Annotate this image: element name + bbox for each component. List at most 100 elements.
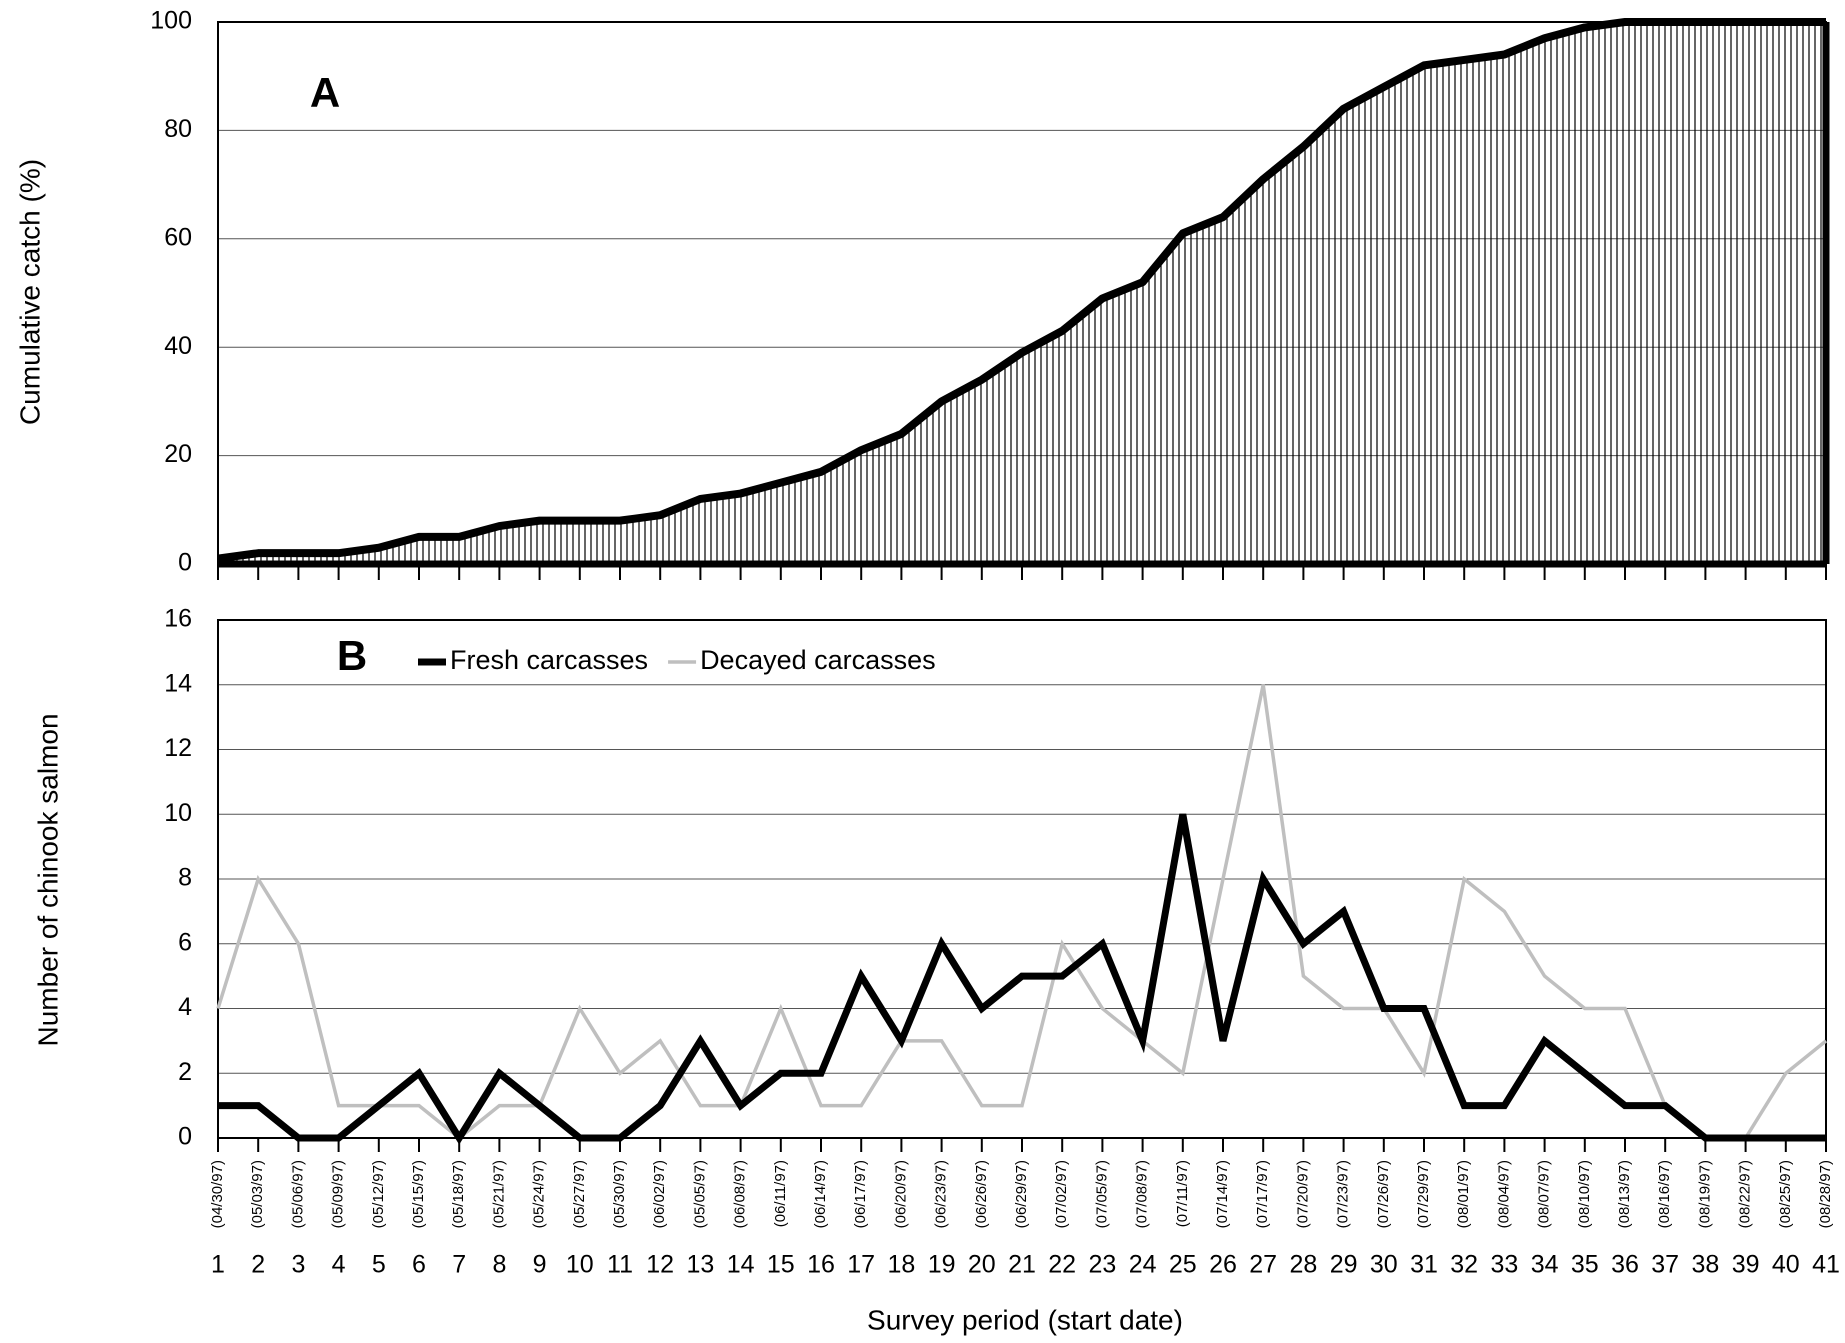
x-tick-label: 34 [1531, 1251, 1559, 1279]
x-date-label: (08/16/97) [1656, 1160, 1673, 1228]
y-tick-label: 40 [164, 332, 192, 360]
panel-label: B [337, 632, 367, 679]
x-date-label: (07/17/97) [1254, 1160, 1271, 1228]
x-date-label: (05/15/97) [410, 1160, 427, 1228]
x-tick-label: 9 [533, 1251, 547, 1279]
x-date-label: (05/03/97) [249, 1160, 266, 1228]
x-date-label: (05/05/97) [691, 1160, 708, 1228]
x-tick-label: 22 [1048, 1251, 1076, 1279]
x-tick-label: 2 [251, 1251, 265, 1279]
x-date-label: (05/21/97) [490, 1160, 507, 1228]
x-tick-label: 38 [1691, 1251, 1719, 1279]
x-date-label: (07/26/97) [1375, 1160, 1392, 1228]
y-tick-label: 2 [178, 1058, 192, 1086]
series-line [216, 684, 1828, 1141]
x-tick-label: 31 [1410, 1251, 1438, 1279]
x-date-label: (07/20/97) [1294, 1160, 1311, 1228]
legend-label: Fresh carcasses [450, 645, 648, 675]
x-tick-label: 39 [1732, 1251, 1760, 1279]
x-tick-label: 16 [807, 1251, 835, 1279]
x-date-label: (08/28/97) [1817, 1160, 1834, 1228]
x-date-label: (05/30/97) [611, 1160, 628, 1228]
x-date-label: (08/04/97) [1495, 1160, 1512, 1228]
x-tick-label: 13 [686, 1251, 714, 1279]
y-tick-label: 10 [164, 799, 192, 827]
x-date-label: (06/08/97) [732, 1160, 749, 1228]
x-tick-label: 35 [1571, 1251, 1599, 1279]
x-tick-label: 27 [1249, 1251, 1277, 1279]
x-tick-label: 23 [1088, 1251, 1116, 1279]
x-tick-label: 8 [492, 1251, 506, 1279]
y-axis-title: Number of chinook salmon [32, 713, 63, 1046]
x-tick-label: 10 [566, 1251, 594, 1279]
x-tick-label: 20 [968, 1251, 996, 1279]
x-date-label: (06/11/97) [772, 1160, 789, 1227]
x-date-label: (05/18/97) [450, 1160, 467, 1228]
x-tick-label: 17 [847, 1251, 875, 1279]
y-tick-label: 80 [164, 115, 192, 143]
x-date-label: (06/17/97) [852, 1160, 869, 1228]
legend-label: Decayed carcasses [700, 645, 936, 675]
x-tick-label: 3 [291, 1251, 305, 1279]
x-tick-label: 14 [727, 1251, 755, 1279]
x-tick-label: 29 [1330, 1251, 1358, 1279]
y-tick-label: 20 [164, 440, 192, 468]
x-date-label: (05/12/97) [370, 1160, 387, 1228]
x-date-label: (07/14/97) [1214, 1160, 1231, 1228]
x-tick-label: 33 [1490, 1251, 1518, 1279]
y-tick-label: 8 [178, 864, 192, 892]
x-tick-label: 37 [1651, 1251, 1679, 1279]
x-tick-label: 21 [1008, 1251, 1036, 1279]
x-tick-label: 11 [607, 1251, 633, 1279]
x-date-label: (05/09/97) [330, 1160, 347, 1228]
x-tick-label: 32 [1450, 1251, 1478, 1279]
x-tick-label: 36 [1611, 1251, 1639, 1279]
x-tick-label: 18 [887, 1251, 915, 1279]
x-date-label: (05/27/97) [571, 1160, 588, 1228]
y-tick-label: 0 [178, 549, 192, 577]
x-date-label: (06/02/97) [651, 1160, 668, 1228]
x-date-label: (06/26/97) [973, 1160, 990, 1228]
x-tick-label: 24 [1129, 1251, 1157, 1279]
area-fill [218, 22, 1826, 564]
x-date-label: (05/24/97) [531, 1160, 548, 1228]
x-tick-label: 4 [332, 1251, 346, 1279]
panel-label: A [310, 69, 340, 116]
y-tick-label: 6 [178, 928, 192, 956]
x-axis-title: Survey period (start date) [867, 1304, 1183, 1335]
x-tick-label: 40 [1772, 1251, 1800, 1279]
x-date-label: (05/06/97) [289, 1160, 306, 1228]
x-date-label: (08/19/97) [1696, 1160, 1713, 1228]
x-date-label: (07/08/97) [1134, 1160, 1151, 1228]
series-line [218, 813, 1826, 1145]
y-tick-label: 14 [164, 669, 192, 697]
x-date-label: (08/01/97) [1455, 1160, 1472, 1228]
y-tick-label: 16 [164, 605, 192, 633]
y-tick-label: 60 [164, 223, 192, 251]
x-tick-label: 5 [372, 1251, 386, 1279]
x-tick-label: 7 [452, 1251, 466, 1279]
y-tick-label: 100 [150, 7, 192, 35]
x-date-label: (08/25/97) [1777, 1160, 1794, 1228]
x-tick-label: 41 [1812, 1251, 1840, 1279]
y-tick-label: 12 [164, 734, 192, 762]
y-tick-label: 4 [178, 993, 192, 1021]
legend: Fresh carcasses Decayed carcasses [418, 645, 936, 675]
x-tick-label: 30 [1370, 1251, 1398, 1279]
x-tick-label: 1 [211, 1251, 225, 1279]
x-date-label: (06/14/97) [812, 1160, 829, 1228]
x-date-label: (08/22/97) [1737, 1160, 1754, 1228]
x-date-label: (06/20/97) [892, 1160, 909, 1228]
x-date-label: (08/07/97) [1536, 1160, 1553, 1228]
x-tick-label: 12 [646, 1251, 674, 1279]
x-date-label: (08/10/97) [1576, 1160, 1593, 1228]
y-tick-label: 0 [178, 1123, 192, 1151]
x-date-label: (07/05/97) [1093, 1160, 1110, 1228]
area-line [217, 18, 1826, 563]
x-date-label: (06/23/97) [933, 1160, 950, 1228]
x-date-label: (08/13/97) [1616, 1160, 1633, 1228]
x-tick-label: 25 [1169, 1251, 1197, 1279]
x-tick-label: 15 [767, 1251, 795, 1279]
x-tick-label: 19 [928, 1251, 956, 1279]
